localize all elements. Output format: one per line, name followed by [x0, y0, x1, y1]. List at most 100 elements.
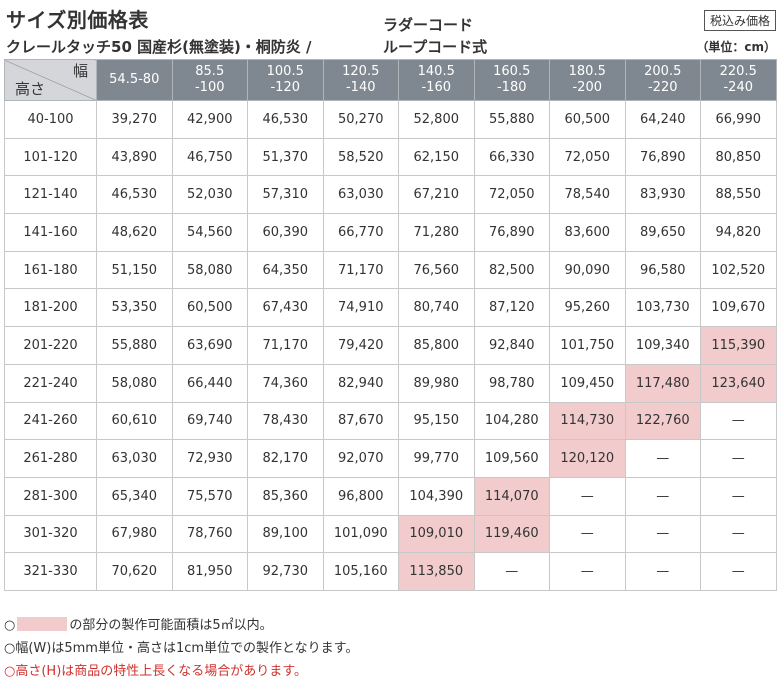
height-row-label: 201-220	[4, 326, 97, 365]
price-cell: 54,560	[171, 213, 248, 252]
price-cell: 119,460	[473, 514, 550, 554]
width-column-header: 220.5 -240	[700, 59, 777, 101]
width-range-start: 85.5	[195, 64, 225, 79]
width-range-start: 54.5-80	[109, 72, 160, 87]
price-cell: 58,080	[96, 363, 173, 403]
table-row: 261-280 63,030 72,930 82,170 92,070 99,770 109…	[4, 439, 777, 478]
price-cell: 53,350	[96, 288, 173, 328]
price-cell: 60,390	[247, 213, 324, 252]
tax-included-badge: 税込み価格	[703, 10, 776, 31]
price-cell: —	[700, 552, 777, 591]
price-cell: 67,430	[247, 288, 324, 328]
price-cell: 78,430	[247, 401, 324, 441]
price-cell: —	[549, 514, 626, 554]
width-range-start: 140.5	[417, 64, 455, 79]
price-cell: 71,170	[322, 250, 399, 290]
price-cell: 43,890	[96, 137, 173, 177]
price-cell: 63,030	[96, 439, 173, 478]
price-cell: 62,150	[398, 137, 475, 177]
header-row: 幅 高さ 54.5-80 85.5 -100 100.5 -120 120.5 -140 14…	[4, 59, 777, 101]
height-row-label: 301-320	[4, 514, 97, 554]
price-table: 幅 高さ 54.5-80 85.5 -100 100.5 -120 120.5 -140 14…	[4, 59, 777, 591]
cord-type-upper: ラダーコード	[383, 16, 474, 34]
price-cell: —	[624, 514, 701, 554]
width-range-end: -100	[194, 80, 225, 95]
page-title: サイズ別価格表	[6, 8, 149, 32]
cord-type-lower: ループコード式	[383, 38, 488, 56]
price-cell: —	[700, 439, 777, 478]
price-cell: 52,030	[171, 175, 248, 215]
price-cell: 104,280	[473, 401, 550, 441]
price-cell: 76,890	[473, 213, 550, 252]
price-cell: 99,770	[398, 439, 475, 478]
price-cell: 95,260	[549, 288, 626, 328]
price-cell: 89,980	[398, 363, 475, 403]
price-cell: 76,560	[398, 250, 475, 290]
price-cell: 82,170	[247, 439, 324, 478]
price-cell: 66,990	[700, 100, 777, 139]
price-cell: 46,530	[96, 175, 173, 215]
price-cell: 66,440	[171, 363, 248, 403]
price-cell: 79,420	[322, 326, 399, 365]
width-column-header: 140.5 -160	[398, 59, 475, 101]
height-row-label: 121-140	[4, 175, 97, 215]
price-cell: —	[700, 401, 777, 441]
price-cell: 60,500	[171, 288, 248, 328]
note-area-limit: ○ の部分の製作可能面積は5㎡以内。	[4, 614, 358, 637]
price-cell: 46,750	[171, 137, 248, 177]
price-cell: 78,760	[171, 514, 248, 554]
width-column-header: 100.5 -120	[247, 59, 324, 101]
price-cell: —	[624, 476, 701, 516]
width-column-header: 54.5-80	[96, 59, 173, 101]
price-cell: 89,650	[624, 213, 701, 252]
width-range-end: -240	[723, 80, 753, 95]
height-row-label: 181-200	[4, 288, 97, 328]
price-cell: —	[700, 476, 777, 516]
price-cell: 42,900	[171, 100, 248, 139]
width-range-start: 160.5	[493, 64, 531, 79]
table-row: 301-320 67,980 78,760 89,100 101,090 109,010 1…	[4, 514, 777, 554]
note-size-unit: ○幅(W)は5mm単位・高さは1cm単位での製作となります。	[4, 641, 359, 656]
price-cell: 87,120	[473, 288, 550, 328]
width-column-header: 200.5 -220	[624, 59, 701, 101]
price-cell: 52,800	[398, 100, 475, 139]
price-cell: 83,930	[624, 175, 701, 215]
price-cell: 92,070	[322, 439, 399, 478]
table-row: 161-180 51,150 58,080 64,350 71,170 76,560 82,…	[4, 250, 777, 290]
highlight-swatch	[17, 617, 68, 631]
price-cell: 46,530	[247, 100, 324, 139]
width-range-start: 200.5	[644, 64, 682, 79]
width-range-end: -220	[647, 80, 678, 95]
price-cell: 80,740	[398, 288, 475, 328]
height-row-label: 40-100	[4, 100, 97, 139]
price-cell: 122,760	[624, 401, 701, 441]
price-cell: 82,940	[322, 363, 399, 403]
table-row: 321-330 70,620 81,950 92,730 105,160 113,850—…	[4, 552, 777, 591]
price-cell: 114,070	[473, 476, 550, 516]
width-column-header: 85.5 -100	[171, 59, 248, 101]
price-cell: 94,820	[700, 213, 777, 252]
price-cell: 114,730	[549, 401, 626, 441]
price-cell: 83,600	[549, 213, 626, 252]
table-row: 121-140 46,530 52,030 57,310 63,030 67,210 72,…	[4, 175, 777, 215]
price-cell: 72,050	[549, 137, 626, 177]
price-cell: —	[549, 476, 626, 516]
price-cell: 72,930	[171, 439, 248, 478]
price-cell: 58,520	[322, 137, 399, 177]
height-row-label: 321-330	[4, 552, 97, 591]
price-cell: 123,640	[700, 363, 777, 403]
price-cell: 120,120	[549, 439, 626, 478]
price-cell: 102,520	[700, 250, 777, 290]
price-cell: 98,780	[473, 363, 550, 403]
price-cell: —	[624, 439, 701, 478]
height-row-label: 261-280	[4, 439, 97, 478]
price-cell: 101,090	[322, 514, 399, 554]
price-cell: 85,360	[247, 476, 324, 516]
price-cell: 109,450	[549, 363, 626, 403]
note-height-warning: ○高さ(H)は商品の特性上長くなる場合があります。	[4, 664, 307, 679]
price-cell: 72,050	[473, 175, 550, 215]
price-cell: —	[549, 552, 626, 591]
price-cell: 104,390	[398, 476, 475, 516]
price-cell: 71,280	[398, 213, 475, 252]
note-area-text: の部分の製作可能面積は5㎡以内。	[69, 618, 273, 633]
